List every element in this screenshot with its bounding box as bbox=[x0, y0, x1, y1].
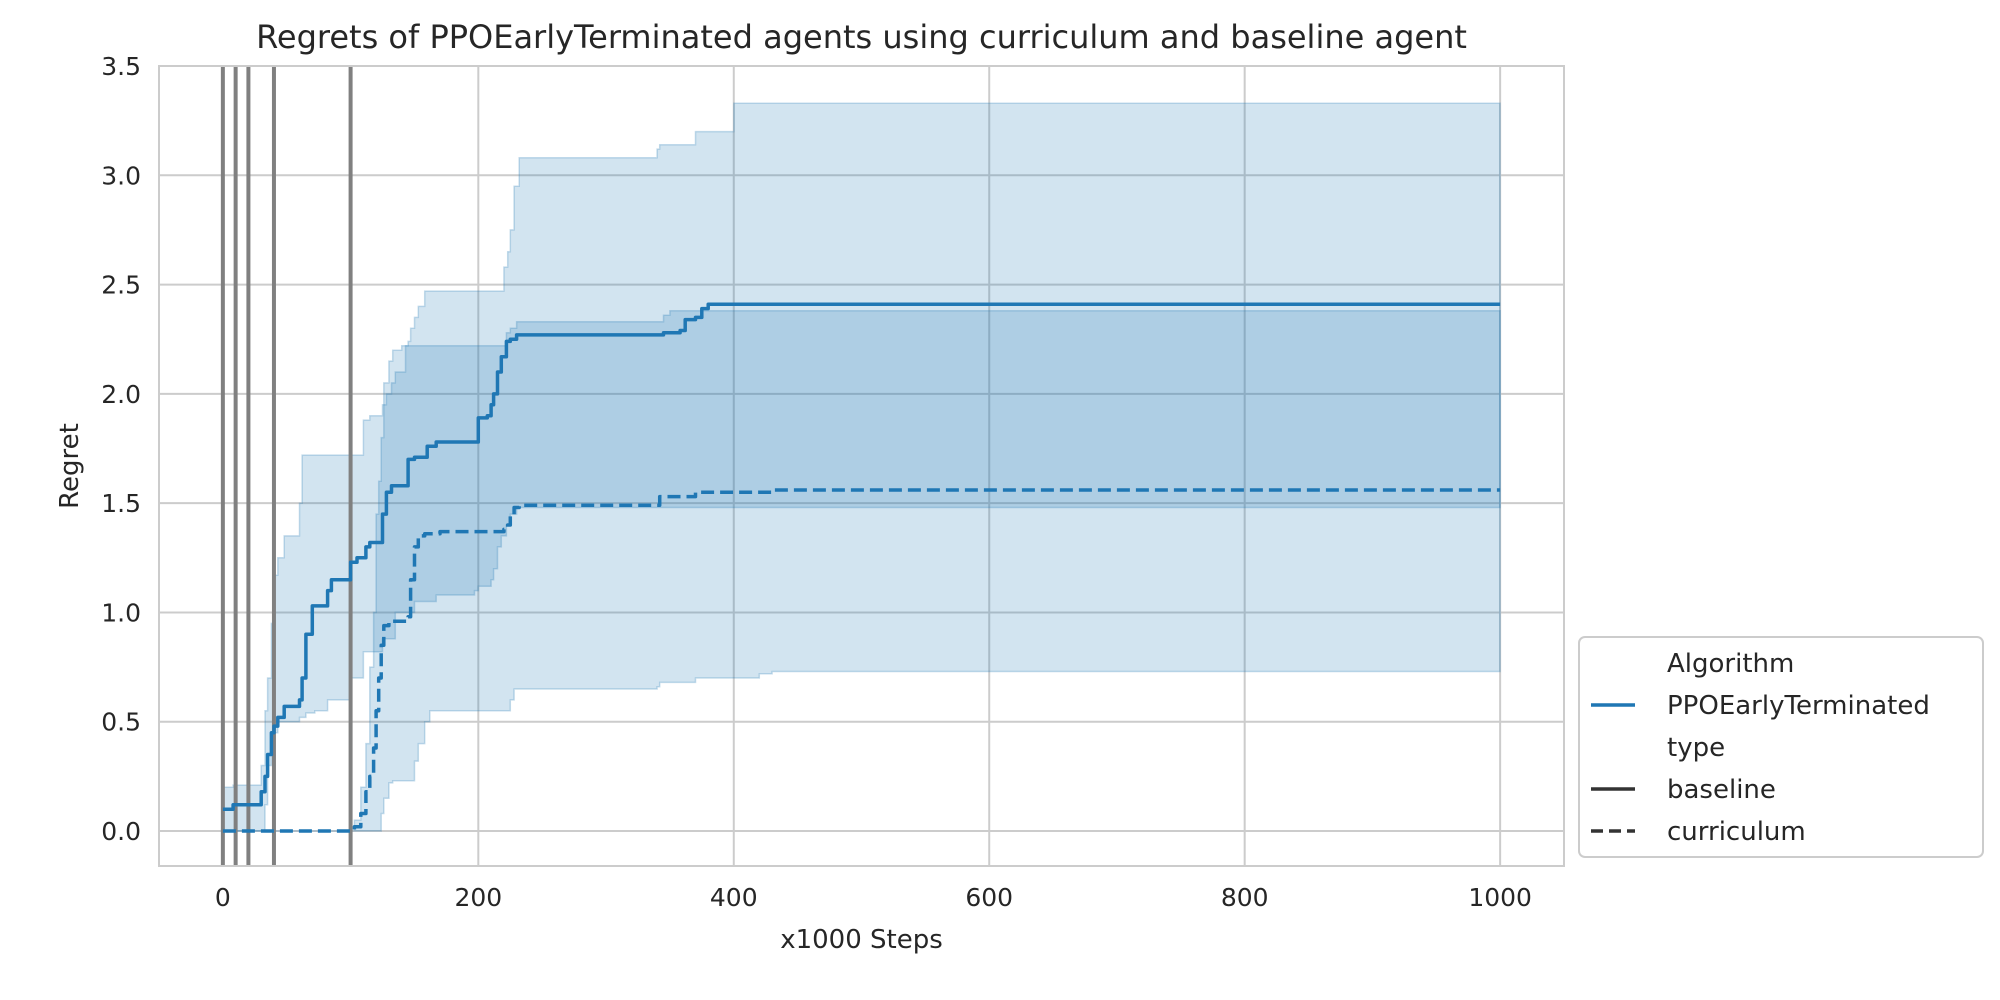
series-line-baseline bbox=[222, 302, 1501, 811]
y-tick-label: 2.0 bbox=[101, 380, 141, 409]
legend-label: PPOEarlyTerminated bbox=[1667, 691, 1930, 721]
plot-area bbox=[158, 65, 1565, 867]
legend-label: Algorithm bbox=[1667, 649, 1794, 679]
legend-label: baseline bbox=[1667, 775, 1776, 805]
y-tick-label: 0.0 bbox=[101, 817, 141, 846]
confidence-band-baseline bbox=[222, 310, 1501, 832]
legend-label: curriculum bbox=[1667, 817, 1806, 847]
x-axis-label: x1000 Steps bbox=[780, 925, 943, 955]
plot-frame bbox=[158, 65, 1565, 867]
legend-label: type bbox=[1667, 733, 1725, 763]
y-tick-label: 2.5 bbox=[101, 271, 141, 300]
x-tick-label: 0 bbox=[215, 883, 231, 912]
chart-title: Regrets of PPOEarlyTerminated agents usi… bbox=[256, 18, 1467, 56]
y-tick-label: 3.5 bbox=[101, 52, 141, 81]
y-axis-ticks: 0.0 0.5 1.0 1.5 2.0 2.5 3.0 3.5 bbox=[101, 52, 141, 846]
y-tick-label: 1.5 bbox=[101, 489, 141, 518]
legend-box bbox=[1578, 636, 1984, 858]
x-axis-ticks: 0 200 400 600 800 1000 bbox=[215, 883, 1532, 912]
y-tick-label: 1.0 bbox=[101, 598, 141, 627]
y-tick-label: 0.5 bbox=[101, 708, 141, 737]
confidence-band-curriculum bbox=[222, 102, 1501, 832]
x-tick-label: 800 bbox=[1221, 883, 1269, 912]
x-tick-label: 200 bbox=[454, 883, 502, 912]
confidence-bands bbox=[222, 102, 1501, 832]
y-axis-label: Regret bbox=[55, 423, 85, 509]
x-tick-label: 600 bbox=[965, 883, 1013, 912]
y-tick-label: 3.0 bbox=[101, 161, 141, 190]
plot-background bbox=[159, 66, 1564, 866]
series-lines bbox=[222, 302, 1501, 833]
x-tick-label: 1000 bbox=[1468, 883, 1532, 912]
series-line-curriculum bbox=[222, 488, 1501, 833]
x-tick-label: 400 bbox=[710, 883, 758, 912]
legend: Algorithm PPOEarlyTerminated type baseline c… bbox=[1578, 636, 1984, 858]
